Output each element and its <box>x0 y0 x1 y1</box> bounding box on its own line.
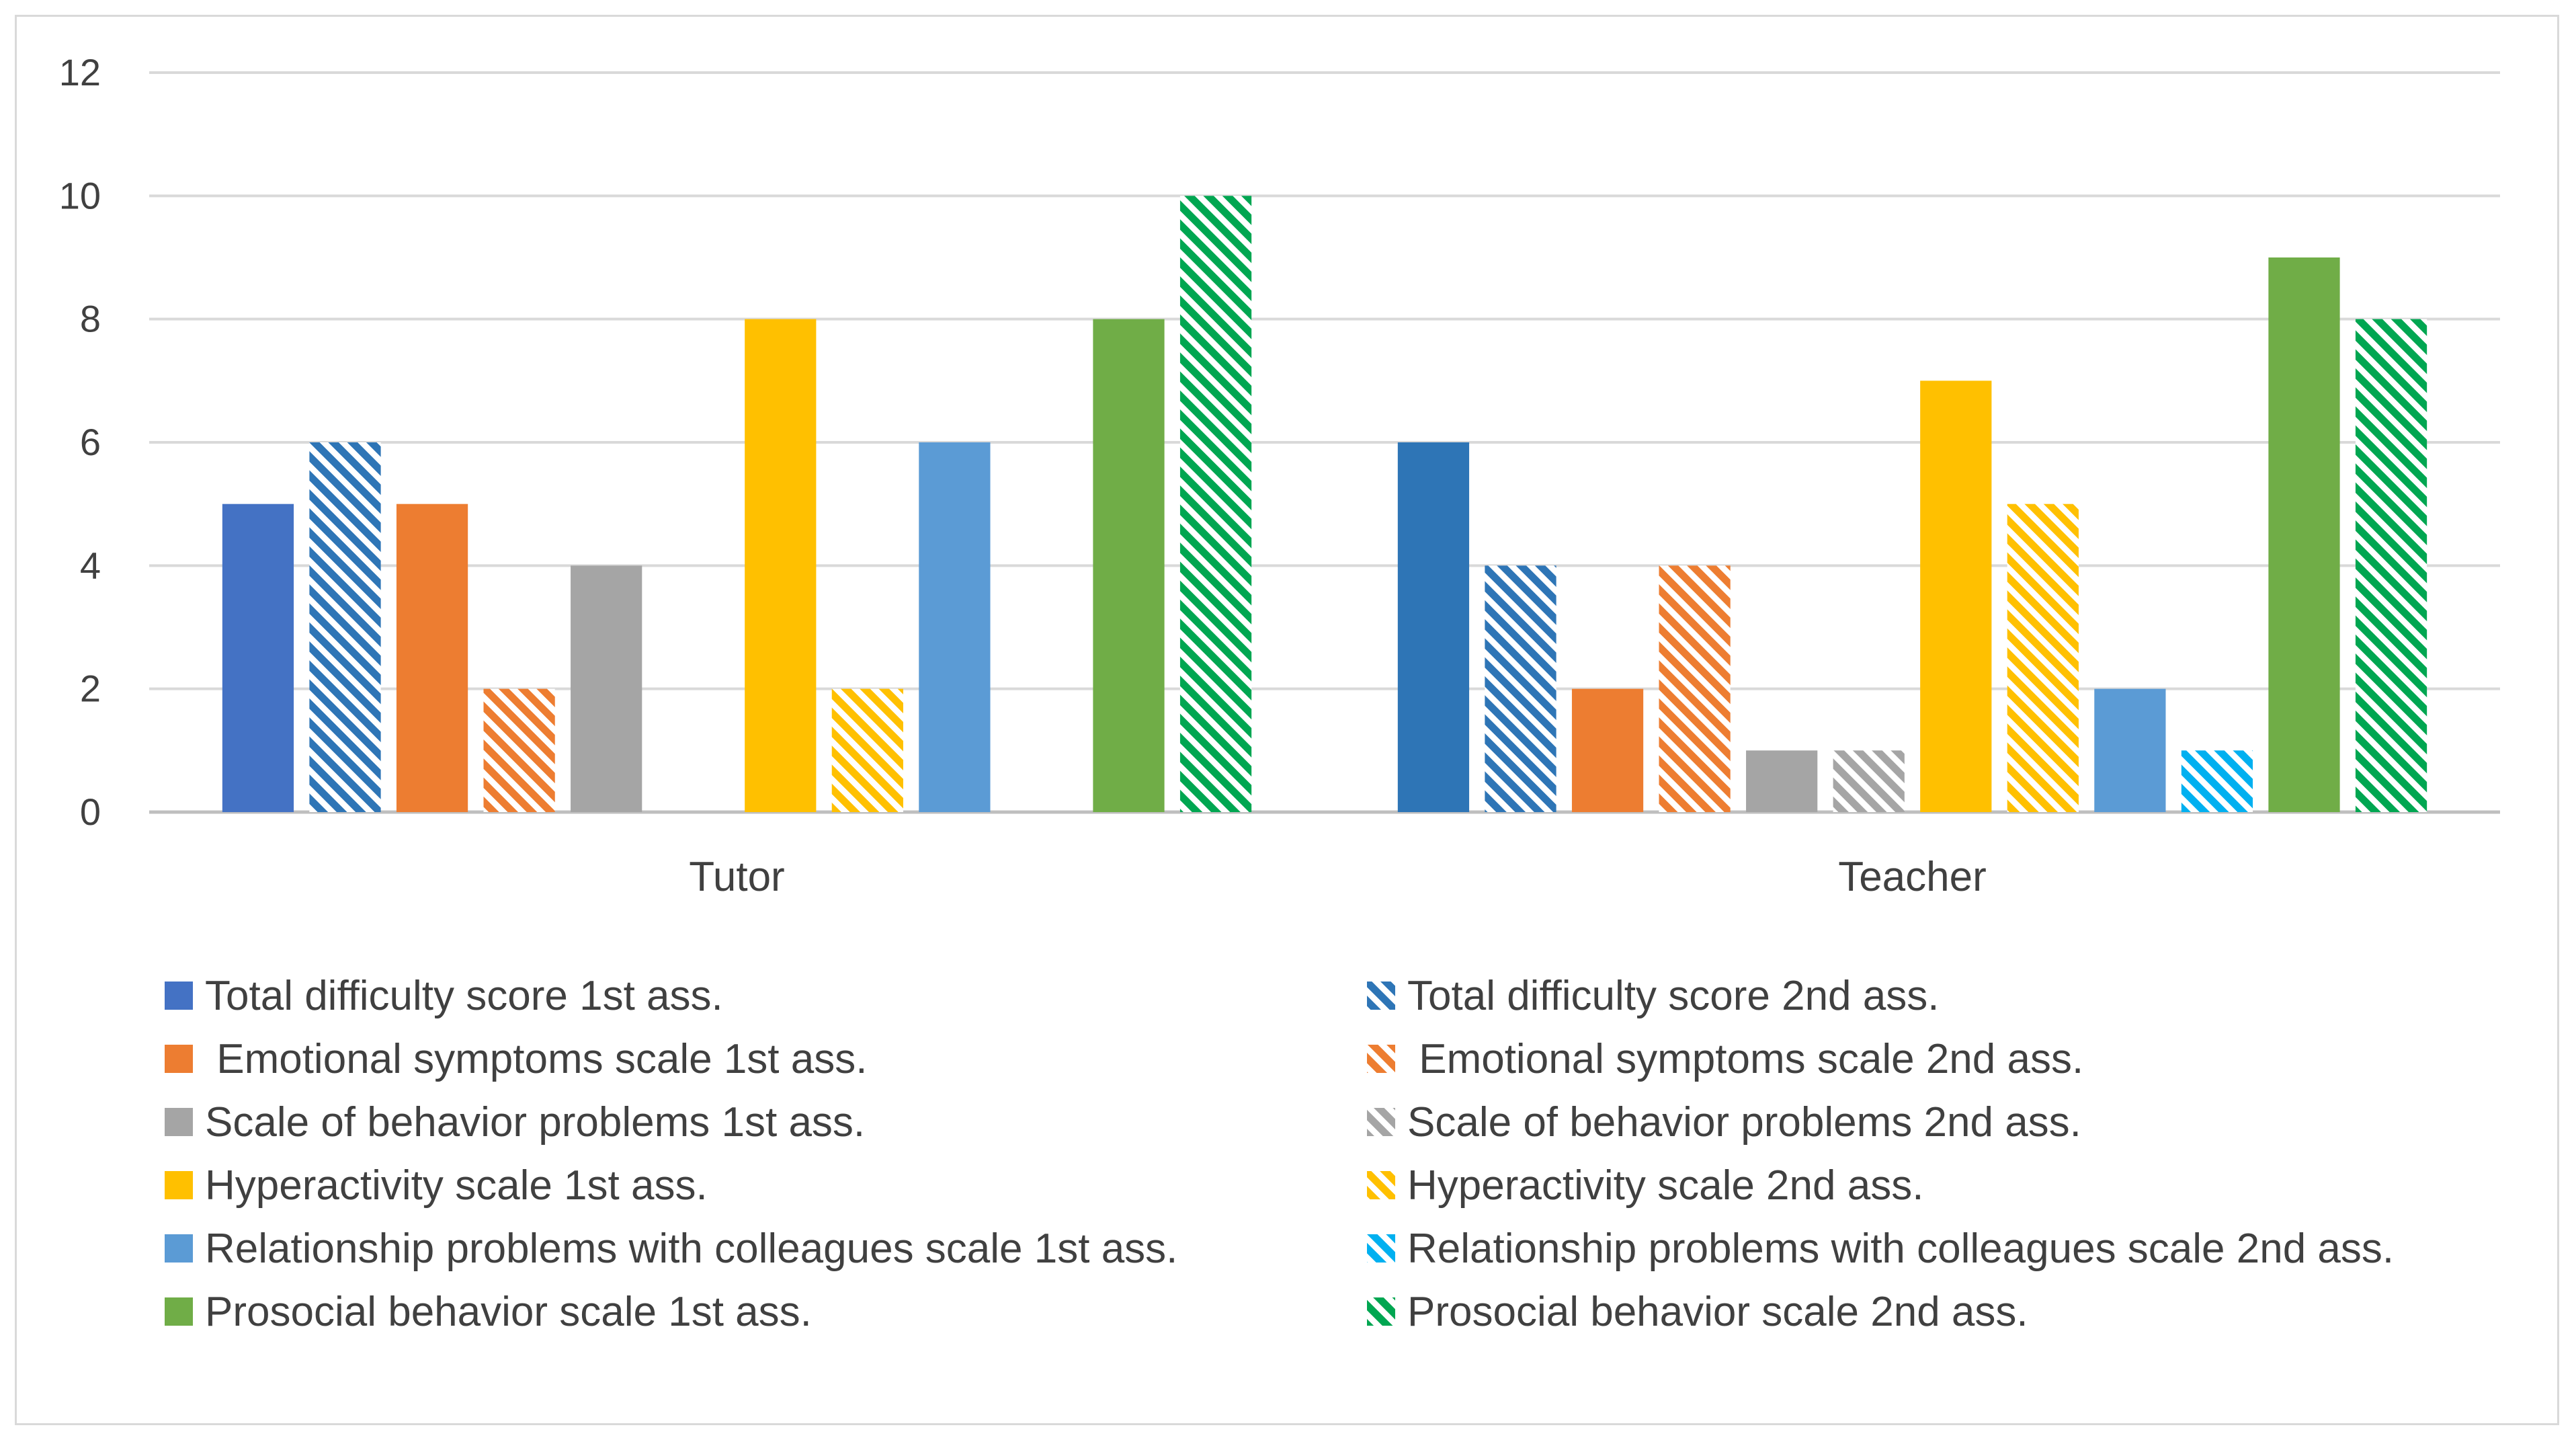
legend-label: Scale of behavior problems 1st ass. <box>205 1099 865 1146</box>
legend-swatch <box>165 1171 193 1199</box>
legend-label: Hyperactivity scale 2nd ass. <box>1407 1162 1923 1209</box>
category-label: Teacher <box>1838 854 1987 900</box>
legend-label: Emotional symptoms scale 2nd ass. <box>1407 1036 2083 1082</box>
legend-label: Relationship problems with colleagues sc… <box>1407 1226 2394 1272</box>
bar <box>1920 380 1992 812</box>
category-label: Tutor <box>689 854 784 900</box>
bar <box>571 565 642 812</box>
bar <box>2007 504 2079 812</box>
bar <box>1571 688 1644 812</box>
legend-swatch <box>165 1297 193 1326</box>
bar <box>1179 196 1252 812</box>
bar <box>483 688 555 812</box>
bar <box>309 442 381 812</box>
bar <box>1485 565 1556 812</box>
bar <box>831 688 903 812</box>
bar <box>1746 750 1818 812</box>
bar <box>2268 257 2340 812</box>
legend-label: Total difficulty score 1st ass. <box>205 973 723 1019</box>
y-tick-label: 6 <box>80 421 101 463</box>
legend-swatch <box>165 982 193 1010</box>
legend-label: Relationship problems with colleagues sc… <box>205 1226 1177 1272</box>
legend-swatch <box>1367 1045 1395 1073</box>
y-axis: 0 2 4 6 8 10 12 <box>59 51 101 833</box>
bar <box>1833 750 1905 812</box>
legend-swatch <box>165 1045 193 1073</box>
y-tick-label: 2 <box>80 668 101 710</box>
y-tick-label: 10 <box>59 174 101 216</box>
y-tick-label: 4 <box>80 544 101 586</box>
x-axis: Tutor Teacher <box>689 854 1986 900</box>
legend-swatch <box>1367 1234 1395 1263</box>
bar <box>2355 319 2427 813</box>
legend-label: Total difficulty score 2nd ass. <box>1407 973 1939 1019</box>
legend: Total difficulty score 1st ass. Total dif… <box>165 973 2394 1335</box>
legend-label: Prosocial behavior scale 2nd ass. <box>1407 1289 2028 1335</box>
bar <box>2094 688 2166 812</box>
bar <box>745 319 817 813</box>
bar <box>1659 565 1731 812</box>
bar <box>919 442 991 812</box>
bar <box>2181 750 2253 812</box>
legend-label: Scale of behavior problems 2nd ass. <box>1407 1099 2081 1146</box>
legend-swatch <box>1367 982 1395 1010</box>
bar <box>1397 442 1470 812</box>
legend-label: Hyperactivity scale 1st ass. <box>205 1162 708 1209</box>
legend-swatch <box>165 1234 193 1263</box>
bar <box>396 504 468 812</box>
legend-swatch <box>1367 1171 1395 1199</box>
legend-label: Emotional symptoms scale 1st ass. <box>205 1036 867 1082</box>
bars <box>222 196 2427 813</box>
y-tick-label: 8 <box>80 298 101 340</box>
bar <box>1093 319 1165 813</box>
y-tick-label: 12 <box>59 51 101 93</box>
legend-swatch <box>165 1108 193 1136</box>
legend-swatch <box>1367 1108 1395 1136</box>
y-tick-label: 0 <box>80 791 101 833</box>
legend-swatch <box>1367 1297 1395 1326</box>
legend-label: Prosocial behavior scale 1st ass. <box>205 1289 812 1335</box>
bar <box>222 504 294 812</box>
